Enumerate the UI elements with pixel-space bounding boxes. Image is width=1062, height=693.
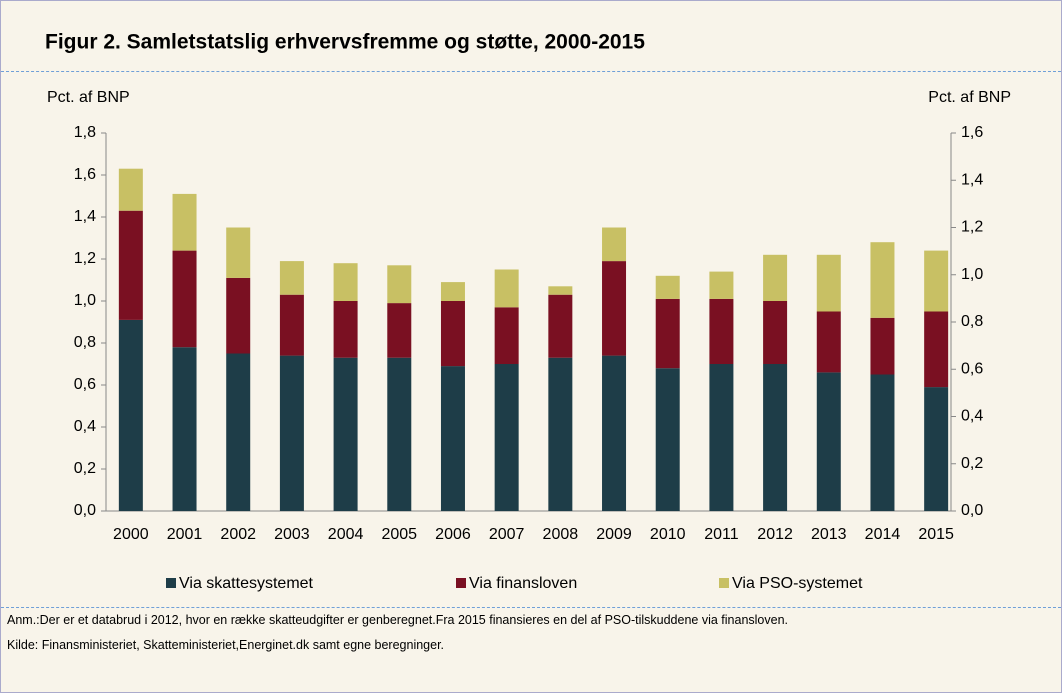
x-tick-label: 2014 [865, 526, 901, 543]
x-tick-label: 2012 [757, 526, 793, 543]
bar-segment [548, 294, 573, 358]
bar-segment [387, 265, 412, 304]
bar-segment [602, 227, 627, 262]
bar-segment [924, 311, 949, 388]
bar-segment [709, 271, 734, 299]
bar-segment [924, 387, 949, 511]
bar-segment [763, 364, 788, 511]
bar-segment [333, 301, 358, 358]
x-tick-label: 2015 [918, 526, 954, 543]
x-tick-label: 2009 [596, 526, 632, 543]
bar-segment [118, 210, 143, 320]
y2-tick-label: 0,4 [961, 408, 983, 425]
bar-segment [655, 275, 680, 299]
legend-swatch [719, 578, 729, 588]
x-tick-label: 2000 [113, 526, 149, 543]
legend-swatch [456, 578, 466, 588]
legend-swatch [166, 578, 176, 588]
note: Anm.:Der er et databrud i 2012, hvor en … [7, 613, 789, 627]
x-tick-label: 2013 [811, 526, 847, 543]
y-tick-label: 0,4 [74, 418, 96, 435]
bar-segment [709, 364, 734, 511]
y2-tick-label: 1,2 [961, 219, 983, 236]
y-tick-label: 1,8 [74, 124, 96, 141]
bar-segment [279, 355, 304, 511]
bar-segment [870, 242, 895, 318]
bar-segment [387, 357, 412, 511]
bar-segment [440, 282, 465, 301]
bar-segment [333, 357, 358, 511]
x-tick-label: 2003 [274, 526, 310, 543]
bar-segment [494, 307, 519, 364]
bar-segment [763, 301, 788, 364]
y2-tick-label: 0,6 [961, 360, 983, 377]
bar-segment [655, 298, 680, 369]
y-tick-label: 1,6 [74, 166, 96, 183]
bar-segment [440, 301, 465, 367]
bar-segment [548, 357, 573, 511]
y-axis-label: Pct. af BNP [47, 89, 130, 106]
y2-tick-label: 0,8 [961, 313, 983, 330]
notes: Anm.:Der er et databrud i 2012, hvor en … [7, 613, 1047, 663]
divider [1, 71, 1061, 72]
bar-segment [440, 366, 465, 511]
chart-title: Figur 2. Samletstatslig erhvervsfremme o… [45, 31, 645, 54]
y2-tick-label: 1,4 [961, 171, 983, 188]
bar-segment [172, 193, 197, 251]
bar-segment [494, 364, 519, 511]
x-tick-label: 2001 [167, 526, 203, 543]
y2-axis-label: Pct. af BNP [928, 89, 1011, 106]
bar-segment [816, 254, 841, 312]
x-tick-label: 2008 [543, 526, 579, 543]
x-tick-label: 2002 [220, 526, 256, 543]
y-tick-label: 0,2 [74, 460, 96, 477]
bar-segment [226, 227, 251, 278]
bar-segment [172, 347, 197, 511]
bar-segment [279, 294, 304, 356]
y2-tick-label: 1,6 [961, 124, 983, 141]
bar-segment [655, 368, 680, 511]
x-tick-label: 2007 [489, 526, 525, 543]
y2-tick-label: 0,2 [961, 455, 983, 472]
bar-segment [118, 168, 143, 211]
bar-segment [763, 254, 788, 301]
source: Kilde: Finansministeriet, Skatteminister… [7, 638, 445, 652]
x-tick-label: 2011 [704, 526, 739, 543]
bar-segment [494, 269, 519, 308]
y2-tick-label: 0,0 [961, 502, 983, 519]
bar-segment [924, 250, 949, 312]
x-tick-label: 2010 [650, 526, 686, 543]
bar-segment [816, 311, 841, 373]
bar-segment [870, 374, 895, 511]
bar-segment [387, 303, 412, 358]
legend-label: Via PSO-systemet [732, 575, 863, 592]
bar-segment [816, 372, 841, 511]
bar-segment [870, 317, 895, 375]
y-tick-label: 1,4 [74, 208, 96, 225]
y-tick-label: 1,0 [74, 292, 96, 309]
chart: Figur 2. Samletstatslig erhvervsfremme o… [45, 31, 1011, 593]
bar-segment [172, 250, 197, 348]
bar-segment [602, 355, 627, 511]
x-tick-label: 2006 [435, 526, 471, 543]
bar-segment [226, 277, 251, 354]
bar-segment [333, 263, 358, 301]
y2-tick-label: 1,0 [961, 266, 983, 283]
bar-segment [118, 319, 143, 511]
legend-label: Via finansloven [469, 575, 577, 592]
bar-segment [602, 261, 627, 356]
y-tick-label: 0,0 [74, 502, 96, 519]
divider [1, 607, 1061, 608]
bar-segment [226, 353, 251, 511]
y-tick-label: 1,2 [74, 250, 96, 267]
legend-label: Via skattesystemet [179, 575, 314, 592]
x-tick-label: 2005 [381, 526, 417, 543]
bar-segment [279, 261, 304, 295]
y-tick-label: 0,6 [74, 376, 96, 393]
y-tick-label: 0,8 [74, 334, 96, 351]
x-tick-label: 2004 [328, 526, 364, 543]
bar-segment [548, 286, 573, 295]
bar-segment [709, 298, 734, 364]
